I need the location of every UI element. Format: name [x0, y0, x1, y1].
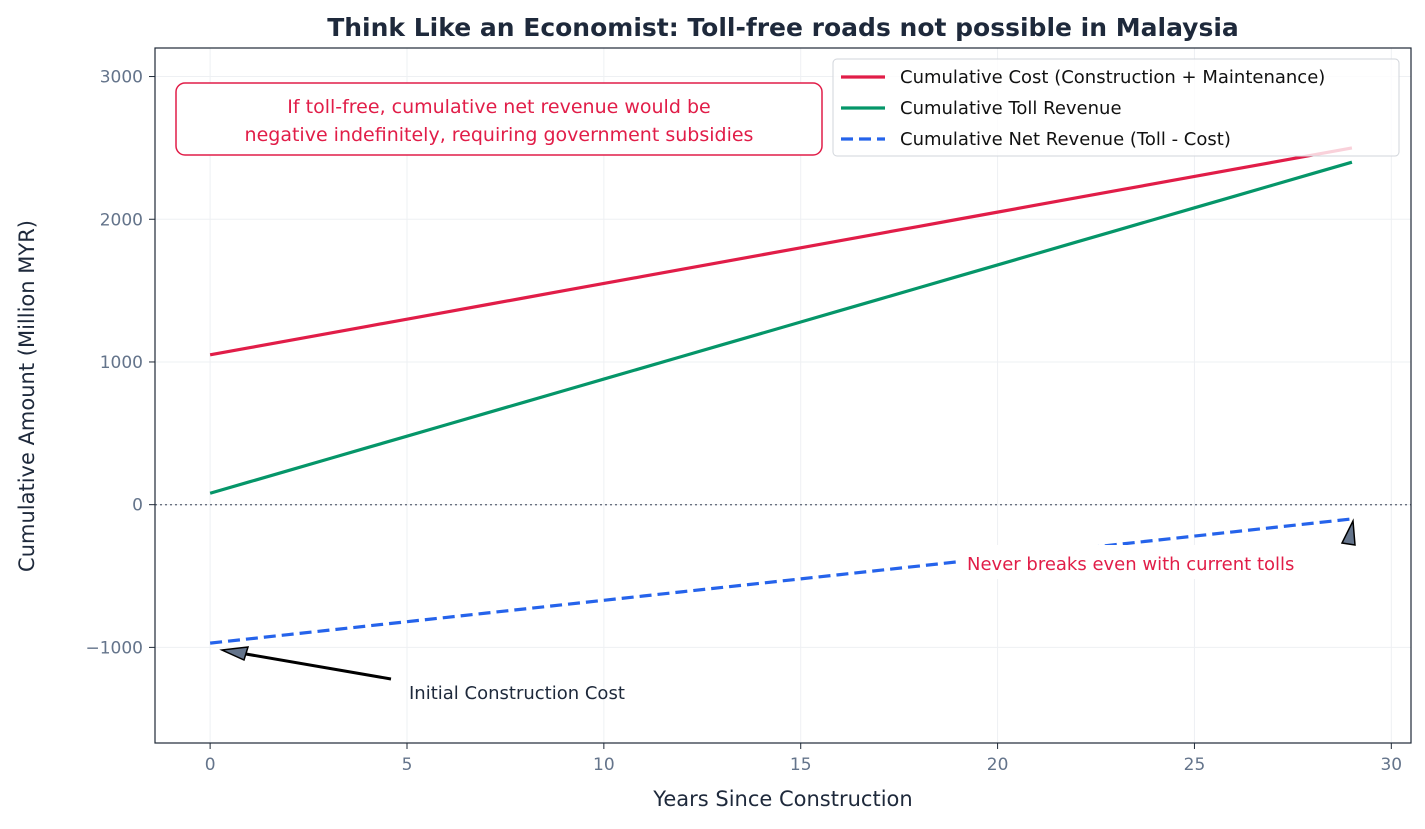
- plot-frame: [154, 47, 1412, 744]
- break-even-annotation: Never breaks even with current tolls: [958, 518, 1356, 579]
- initial-cost-annotation: Initial Construction Cost: [219, 646, 625, 704]
- subsidy-annotation: If toll-free, cumulative net revenue wou…: [175, 82, 823, 156]
- y-tick-label: 3000: [100, 68, 143, 88]
- legend-label: Cumulative Cost (Construction + Maintena…: [900, 67, 1325, 88]
- x-tick-label: 0: [205, 755, 216, 775]
- arrowhead-icon: [219, 646, 250, 662]
- series-line-3: [209, 517, 1353, 645]
- series-line-1: [209, 146, 1353, 357]
- x-tick-label: 10: [593, 755, 615, 775]
- x-tick-label: 25: [1184, 755, 1206, 775]
- series-line-2: [209, 160, 1353, 495]
- y-tick-label: 0: [132, 496, 143, 516]
- y-axis-label: Cumulative Amount (Million MYR): [15, 220, 39, 572]
- legend: Cumulative Cost (Construction + Maintena…: [832, 58, 1400, 157]
- x-axis-label: Years Since Construction: [652, 787, 912, 811]
- x-tick-label: 20: [987, 755, 1009, 775]
- legend-label: Cumulative Toll Revenue: [900, 98, 1122, 119]
- arrowhead-icon: [1340, 518, 1356, 546]
- y-tick-label: −1000: [85, 638, 143, 658]
- x-tick-label: 30: [1380, 755, 1402, 775]
- series-group: [209, 146, 1353, 645]
- ticks: 0 5 10 15 20 25 30 −1000 0 1000 2000 3000: [85, 68, 1402, 775]
- chart-title: Think Like an Economist: Toll-free roads…: [327, 13, 1239, 42]
- annotation-line-1: If toll-free, cumulative net revenue wou…: [287, 96, 710, 118]
- x-tick-label: 15: [790, 755, 812, 775]
- break-even-label: Never breaks even with current tolls: [967, 554, 1294, 575]
- x-tick-label: 5: [402, 755, 413, 775]
- initial-cost-label: Initial Construction Cost: [409, 683, 625, 704]
- legend-label: Cumulative Net Revenue (Toll - Cost): [900, 129, 1231, 150]
- y-tick-label: 2000: [100, 210, 143, 230]
- annotation-line-2: negative indefinitely, requiring governm…: [245, 124, 754, 146]
- y-tick-label: 1000: [100, 353, 143, 373]
